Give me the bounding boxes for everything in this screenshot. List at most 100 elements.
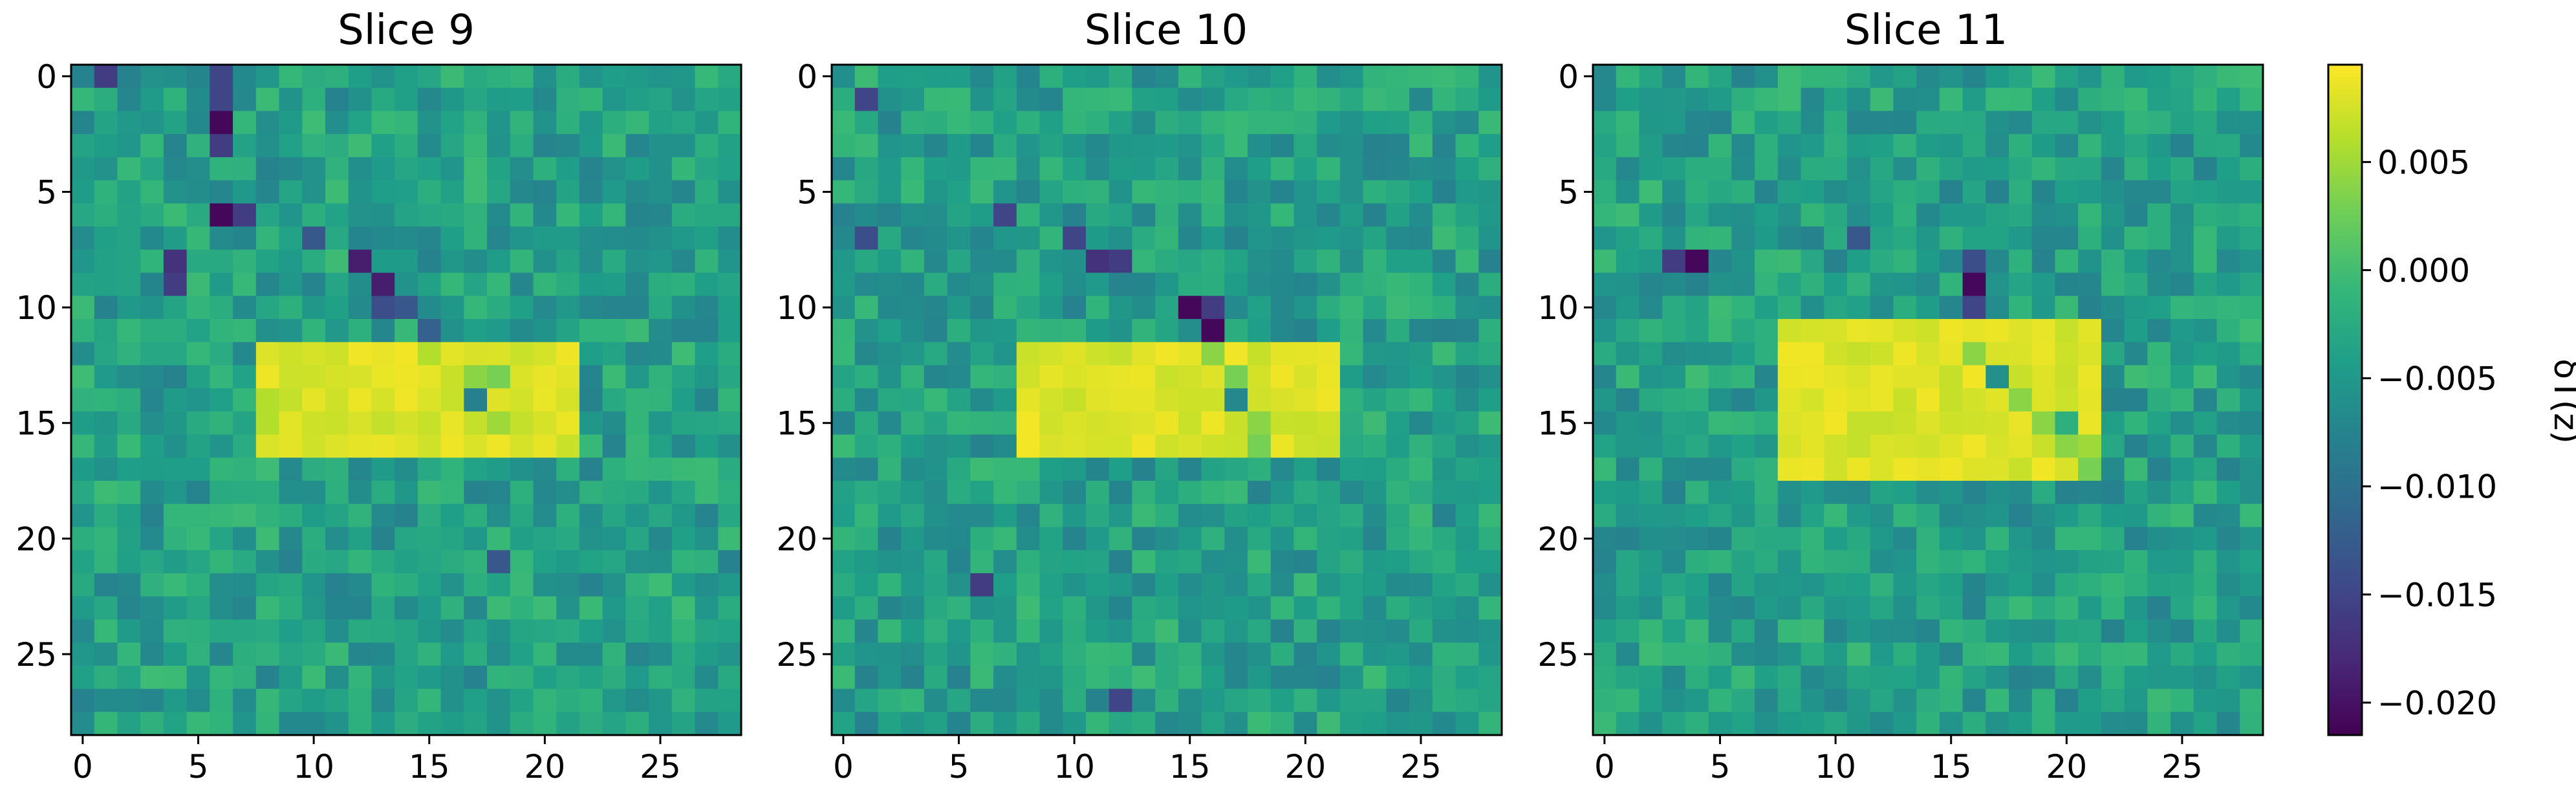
- heatmap-cell: [2124, 457, 2148, 481]
- heatmap-cell: [1363, 434, 1387, 458]
- heatmap-cell: [556, 180, 580, 204]
- heatmap-cell: [117, 342, 141, 366]
- heatmap-cell: [2031, 573, 2056, 597]
- heatmap-cell: [695, 434, 719, 458]
- heatmap-cell: [325, 643, 349, 666]
- heatmap-cell: [1085, 157, 1110, 181]
- heatmap-cell: [1593, 481, 1617, 505]
- heatmap-cell: [2193, 596, 2218, 620]
- heatmap-cell: [1708, 457, 1732, 481]
- heatmap-cell: [832, 573, 856, 597]
- heatmap-cell: [1986, 573, 2009, 597]
- heatmap-cell: [2009, 342, 2033, 366]
- heatmap-cell: [1986, 65, 2009, 89]
- heatmap-cell: [2101, 157, 2125, 181]
- heatmap-cell: [117, 527, 141, 551]
- heatmap-cell: [947, 503, 971, 528]
- heatmap-cell: [395, 434, 418, 458]
- heatmap-cell: [1846, 688, 1871, 712]
- heatmap-cell: [625, 643, 649, 666]
- heatmap-cell: [878, 643, 902, 666]
- heatmap-cell: [2147, 434, 2171, 458]
- heatmap-cell: [210, 65, 233, 89]
- heatmap-cell: [854, 688, 879, 712]
- heatmap-cell: [1201, 457, 1225, 481]
- heatmap-cell: [2193, 388, 2218, 412]
- heatmap-cell: [832, 203, 856, 227]
- heatmap-cell: [1916, 550, 1940, 574]
- heatmap-cell: [1339, 87, 1364, 112]
- heatmap-cell: [1178, 226, 1202, 250]
- heatmap-cell: [510, 527, 534, 551]
- heatmap-cell: [1755, 296, 1779, 320]
- heatmap-cell: [1478, 527, 1502, 551]
- heatmap-cell: [1455, 65, 1479, 89]
- heatmap-cell: [395, 111, 418, 135]
- heatmap-cell: [2240, 87, 2264, 112]
- heatmap-cell: [1317, 157, 1341, 181]
- heatmap-cell: [1962, 365, 1986, 389]
- heatmap-cell: [695, 411, 719, 435]
- heatmap-cell: [878, 111, 902, 135]
- heatmap-cell: [2170, 643, 2194, 666]
- heatmap-cell: [1270, 111, 1295, 135]
- heatmap-cell: [1432, 388, 1456, 412]
- heatmap-cell: [510, 550, 534, 574]
- heatmap-cell: [1455, 643, 1479, 666]
- heatmap-cell: [1639, 527, 1663, 551]
- heatmap-cell: [1986, 180, 2009, 204]
- heatmap-cell: [2240, 596, 2264, 620]
- heatmap-cell: [1270, 527, 1295, 551]
- heatmap-cell: [1085, 550, 1110, 574]
- heatmap-cell: [71, 180, 95, 204]
- heatmap-cell: [556, 503, 580, 528]
- heatmap-cell: [602, 203, 626, 227]
- heatmap-cell: [2147, 111, 2171, 135]
- heatmap-cell: [1801, 527, 1824, 551]
- heatmap-cell: [556, 87, 580, 112]
- heatmap-cell: [2055, 342, 2079, 366]
- heatmap-cell: [117, 134, 141, 158]
- heatmap-cell: [210, 457, 233, 481]
- heatmap-cell: [395, 365, 418, 389]
- heatmap-cell: [878, 712, 902, 736]
- heatmap-cell: [325, 87, 349, 112]
- heatmap-cell: [1409, 434, 1433, 458]
- heatmap-cell: [348, 596, 373, 620]
- heatmap-cell: [279, 388, 303, 412]
- heatmap-cell: [371, 157, 395, 181]
- heatmap-cell: [1755, 481, 1779, 505]
- heatmap-cell: [371, 365, 395, 389]
- heatmap-cell: [2009, 712, 2033, 736]
- heatmap-cell: [718, 203, 742, 227]
- heatmap-cell: [718, 111, 742, 135]
- heatmap-cell: [970, 457, 994, 481]
- heatmap-cell: [2055, 665, 2079, 690]
- heatmap-cell: [1409, 272, 1433, 296]
- heatmap-cell: [2170, 65, 2194, 89]
- heatmap-cell: [395, 296, 418, 320]
- heatmap-cell: [2170, 87, 2194, 112]
- heatmap-cell: [1270, 457, 1295, 481]
- heatmap-cell: [947, 457, 971, 481]
- heatmap-cell: [2240, 550, 2264, 574]
- heatmap-cell: [1178, 365, 1202, 389]
- heatmap-cell: [1801, 87, 1824, 112]
- heatmap-cell: [970, 527, 994, 551]
- heatmap-cell: [993, 87, 1017, 112]
- heatmap-cell: [1593, 503, 1617, 528]
- heatmap-cell: [302, 643, 326, 666]
- heatmap-cell: [1962, 527, 1986, 551]
- heatmap-cell: [510, 388, 534, 412]
- heatmap-cell: [1870, 619, 1894, 643]
- heatmap-cell: [1916, 527, 1940, 551]
- heatmap-cell: [1685, 665, 1709, 690]
- x-tick-label: 5: [1710, 748, 1731, 786]
- heatmap-cell: [1201, 665, 1225, 690]
- heatmap-cell: [2147, 249, 2171, 274]
- heatmap-cell: [1409, 457, 1433, 481]
- heatmap-cell: [602, 342, 626, 366]
- heatmap-cell: [140, 249, 164, 274]
- heatmap-cell: [1039, 527, 1063, 551]
